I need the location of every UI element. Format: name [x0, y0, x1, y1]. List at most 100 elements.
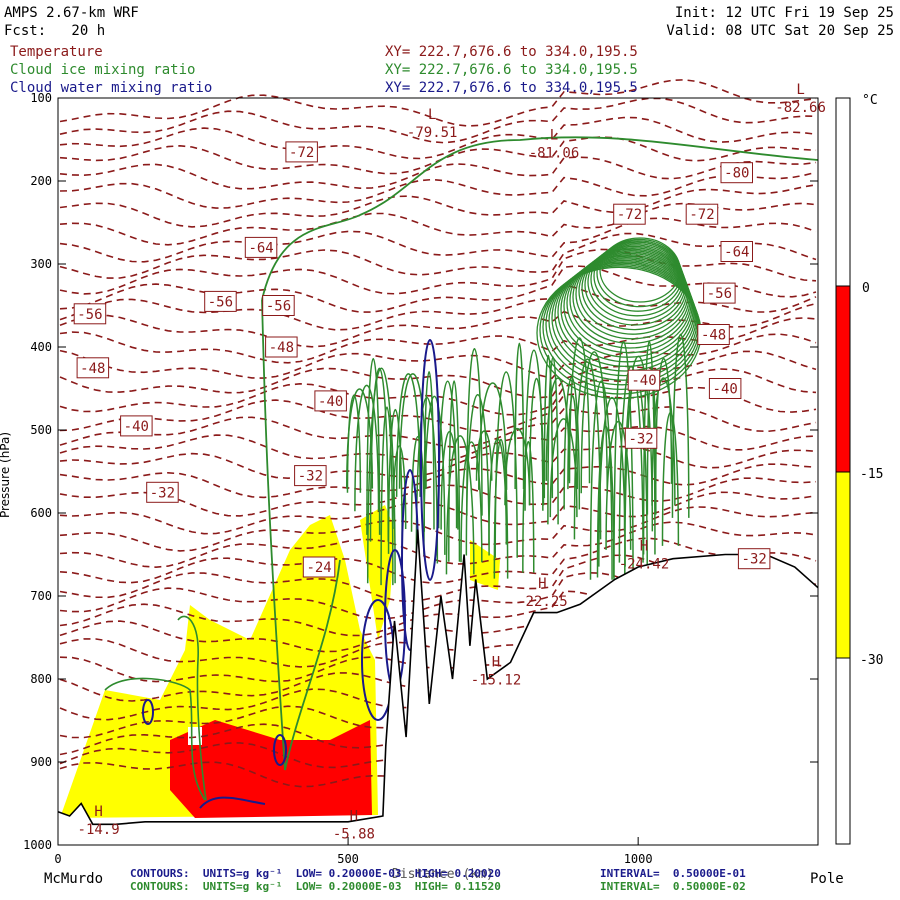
terrain-layer — [57, 529, 819, 845]
ice-contour — [661, 411, 680, 546]
temperature-label: -32 — [742, 552, 767, 568]
y-tick-label: 300 — [30, 257, 52, 271]
temperature-label-box — [624, 427, 658, 449]
temperature-label: -56 — [208, 294, 233, 310]
ice-contour — [596, 425, 615, 578]
x-tick-label: 0 — [54, 852, 61, 866]
temperature-label-box — [120, 415, 153, 437]
temperature-label: -48 — [701, 328, 726, 344]
ice-contour — [613, 340, 634, 588]
temperature-label-box — [73, 303, 107, 325]
temperature-label-box — [262, 295, 295, 316]
ice-contour — [554, 258, 696, 372]
temperature-label: -72 — [289, 145, 314, 161]
extremum-value: -24.42 — [619, 557, 670, 573]
ice-contour — [460, 441, 483, 563]
y-tick-label: 700 — [30, 589, 52, 603]
y-tick-label: 1000 — [23, 838, 52, 852]
water-contour — [142, 699, 154, 725]
extremum-letter: H — [94, 804, 102, 820]
temperature-label-box — [265, 336, 298, 358]
extremum-letter: H — [350, 808, 358, 824]
temperature-label-box — [703, 282, 736, 304]
ice-contour — [567, 395, 579, 490]
isotherm — [59, 302, 817, 348]
extremum-value: -81.06 — [529, 146, 580, 162]
temperature-label: -40 — [713, 382, 738, 398]
isotherm — [59, 317, 817, 364]
temperature-label-box — [720, 241, 753, 262]
isotherm — [59, 171, 817, 209]
temperature-label-box — [685, 203, 719, 225]
ice-contour-info: CONTOURS: UNITS=g kg⁻¹ LOW= 0.20000E-03 … — [130, 880, 501, 893]
isotherm — [59, 232, 817, 279]
temperature-label: -72 — [689, 207, 714, 223]
ice-contour — [589, 380, 613, 580]
ice-contour — [369, 367, 389, 542]
temperature-label-box — [244, 236, 278, 258]
y-tick-label: 100 — [30, 91, 52, 105]
temperature-label: -56 — [266, 299, 291, 315]
y-tick-label: 200 — [30, 174, 52, 188]
temperature-label: -32 — [150, 485, 175, 501]
ice-contour — [524, 349, 544, 511]
x-tick-label: 1000 — [624, 852, 653, 866]
ice-contour — [547, 356, 559, 525]
x-axis-title: Distance (km) — [392, 867, 494, 882]
terrain-fill — [58, 529, 818, 845]
field-cloud-water: Cloud water mixing ratio — [10, 80, 213, 96]
temperature-label-box — [737, 548, 771, 570]
y-tick-label: 800 — [30, 672, 52, 686]
extremum-value: -15.12 — [471, 673, 522, 689]
temperature-label-box — [302, 556, 336, 578]
water-interval: INTERVAL= 0.50000E-01 — [600, 867, 746, 880]
temperature-label: -40 — [318, 394, 343, 410]
temperature-label-box — [708, 378, 742, 399]
temperature-label-box — [294, 465, 327, 487]
isotherm — [59, 156, 817, 190]
ice-contour — [598, 396, 626, 567]
water-contour — [420, 339, 440, 581]
ice-contour — [366, 357, 381, 535]
ice-contour — [354, 384, 380, 512]
ice-contour — [423, 395, 446, 555]
temperature-labels: -72 -80 -72 -72 -64 -64 -56 -56 -56 -56 -48 -48 -48 -… — [73, 141, 771, 578]
ice-contour — [475, 430, 493, 481]
ice-contour — [346, 394, 362, 493]
isotherm — [59, 571, 817, 620]
colorbar-yellow — [835, 471, 851, 659]
plot-frame — [57, 97, 819, 846]
ice-contour — [557, 256, 695, 368]
extremum-value: -22.25 — [517, 594, 568, 610]
isotherm — [59, 217, 817, 263]
colorbar-red — [835, 285, 851, 473]
isotherm — [59, 265, 817, 313]
terrain-line — [57, 529, 819, 826]
temperature-label: -48 — [269, 340, 294, 356]
y-axis-title: Pressure (hPa) — [0, 432, 12, 518]
temperature-label: -56 — [707, 286, 732, 302]
xy-temperature: XY= 222.7,676.6 to 334.0,195.5 — [385, 44, 638, 60]
x-tick-label: 500 — [337, 852, 359, 866]
extremum-value: -82.66 — [775, 100, 826, 116]
ice-contour — [445, 435, 475, 575]
temperature-label: -72 — [617, 207, 642, 223]
extremum-value: -79.51 — [407, 125, 458, 141]
ice-contour — [448, 380, 461, 562]
ice-contour — [551, 259, 697, 377]
extremum-value: -14.9 — [78, 822, 120, 838]
ice-contour — [504, 427, 531, 506]
isotherm — [59, 78, 817, 127]
colorbar-label-minus30: -30 — [860, 653, 883, 668]
ice-contour — [104, 677, 206, 801]
temperature-shading — [60, 505, 500, 818]
extremum-letter: H — [640, 539, 648, 555]
temperature-label: -80 — [724, 166, 749, 182]
field-cloud-ice: Cloud ice mixing ratio — [10, 62, 196, 78]
cloud-ice-contours — [104, 136, 819, 801]
left-endpoint: McMurdo — [44, 871, 104, 887]
isotherm — [59, 116, 817, 160]
ice-contour — [177, 615, 207, 801]
